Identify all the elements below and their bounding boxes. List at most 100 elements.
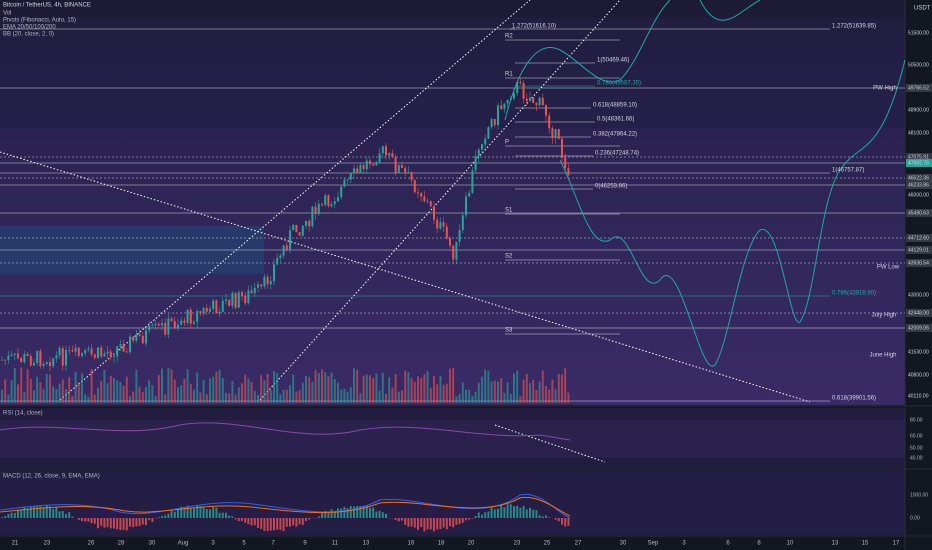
- macd-hist: [429, 518, 432, 530]
- date-label: 18: [438, 541, 445, 547]
- macd-hist: [151, 518, 154, 523]
- volume-bar: [484, 369, 487, 403]
- volume-bar: [52, 386, 55, 403]
- rsi-title: RSI (14, close): [3, 411, 43, 417]
- macd-hist: [436, 518, 439, 530]
- candle-body: [263, 276, 266, 287]
- candle-body: [388, 153, 391, 156]
- macd-hist: [353, 506, 355, 518]
- macd-hist: [212, 506, 215, 518]
- candle-body: [551, 128, 554, 139]
- volume-bar: [49, 374, 51, 403]
- candle-body: [215, 300, 218, 314]
- pivot-label: S3: [505, 328, 513, 334]
- volume-bar: [449, 368, 451, 403]
- volume-bar: [164, 394, 167, 403]
- price-tag: [906, 159, 932, 167]
- candle-body: [125, 351, 128, 353]
- macd-hist: [532, 509, 535, 518]
- candle-body: [567, 168, 570, 176]
- volume-bar: [183, 378, 186, 403]
- volume-bar: [100, 380, 103, 403]
- candle-body: [513, 93, 515, 99]
- macd-hist: [116, 518, 119, 530]
- price-label: 46000.00: [908, 192, 929, 198]
- volume-bar: [378, 390, 381, 403]
- candle-body: [471, 170, 474, 193]
- macd-hist: [257, 518, 259, 528]
- candle-body: [228, 299, 231, 306]
- macd-hist: [359, 505, 362, 518]
- macd-hist: [186, 505, 189, 518]
- volume-bar: [509, 393, 512, 403]
- macd-hist: [567, 518, 570, 526]
- volume-bar: [292, 374, 295, 403]
- candle-body: [269, 281, 272, 285]
- candle-body: [324, 195, 327, 205]
- volume-bar: [525, 373, 528, 403]
- candle-body: [561, 138, 563, 158]
- macd-hist: [327, 511, 330, 518]
- candle-body: [106, 351, 109, 354]
- candle-body: [241, 292, 243, 296]
- fib-label: 1.272(51616.10): [512, 24, 556, 30]
- macd-hist: [177, 509, 179, 518]
- volume-bar: [129, 396, 131, 403]
- macd-hist: [529, 507, 531, 518]
- candle-body: [26, 353, 29, 356]
- candle-body: [218, 311, 221, 314]
- volume-bar: [554, 389, 557, 403]
- volume-bar: [266, 374, 269, 403]
- macd-hist: [145, 518, 147, 526]
- macd-hist: [231, 516, 234, 518]
- candle-body: [68, 349, 71, 351]
- volume-bar: [77, 382, 80, 403]
- volume-bar: [324, 372, 327, 403]
- candle-body: [493, 119, 496, 126]
- volume-bar: [545, 385, 547, 403]
- macd-hist: [397, 518, 400, 522]
- date-label: 11: [332, 541, 339, 547]
- volume-bar: [503, 392, 506, 403]
- rsi-tick: 80.00: [910, 417, 923, 423]
- macd-hist: [138, 518, 141, 527]
- price-label: 43930.54: [908, 260, 929, 266]
- date-label: 17: [893, 541, 900, 547]
- macd-hist: [119, 518, 122, 531]
- macd-hist: [404, 518, 407, 525]
- volume-bar: [253, 390, 256, 403]
- macd-hist: [97, 518, 99, 529]
- macd-hist: [522, 505, 525, 518]
- macd-hist: [407, 518, 410, 527]
- candle-body: [413, 180, 416, 193]
- volume-bar: [468, 389, 471, 403]
- macd-hist: [193, 507, 195, 518]
- candle-body: [458, 230, 461, 242]
- candle-body: [42, 363, 45, 367]
- macd-hist: [445, 518, 448, 530]
- candle-body: [138, 334, 141, 336]
- candle-body: [23, 353, 26, 363]
- macd-hist: [7, 514, 10, 518]
- candle-body: [359, 165, 362, 173]
- candle-body: [161, 323, 163, 326]
- macd-hist: [458, 518, 461, 525]
- candle-body: [71, 350, 74, 352]
- macd-hist: [449, 518, 451, 527]
- candle-body: [305, 220, 307, 226]
- candle-body: [244, 295, 247, 304]
- macd-hist: [205, 509, 208, 518]
- volume-bar: [193, 389, 195, 403]
- candle-body: [93, 354, 96, 358]
- price-label: 42448.00: [908, 310, 929, 316]
- candle-body: [36, 350, 39, 363]
- candle-body: [145, 330, 147, 344]
- candle-body: [343, 179, 346, 187]
- macd-hist: [234, 518, 237, 520]
- price-tag: [906, 181, 932, 189]
- rsi-tick: 60.00: [910, 433, 923, 439]
- volume-bar: [535, 389, 538, 403]
- macd-hist: [122, 518, 125, 530]
- candle-body: [314, 206, 317, 215]
